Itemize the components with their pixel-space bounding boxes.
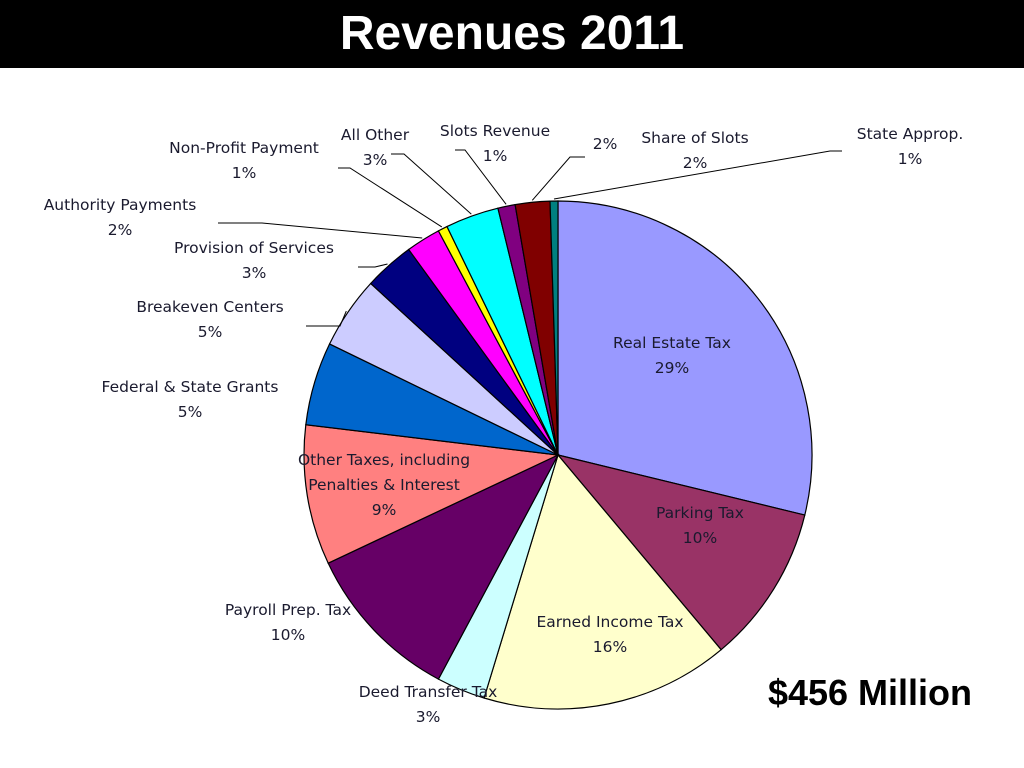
pct-label-earned-income-tax: 16% <box>593 638 627 656</box>
pct-label-all-other: 3% <box>363 151 388 169</box>
pct-label-state-approp: 1% <box>898 150 923 168</box>
total-revenue: $456 Million <box>767 672 973 713</box>
slice-earned-income-tax <box>483 453 722 710</box>
pct-label-slots-revenue: 1% <box>483 147 508 165</box>
slice-label-slots-revenue: Slots Revenue <box>440 122 550 140</box>
leader-state-approp <box>553 150 842 200</box>
slice-label-non-profit-payment: Non-Profit Payment <box>169 139 319 157</box>
slice-payroll-prep-tax <box>327 453 560 680</box>
extra-pct-label: 2% <box>593 135 618 153</box>
slice-real-estate-tax <box>557 200 813 516</box>
slice-label-payroll-prep-tax: Payroll Prep. Tax <box>225 601 351 619</box>
title-bar: Revenues 2011 <box>0 0 1024 68</box>
leader-authority-payments <box>218 222 423 239</box>
pct-label-federal-state-grants: 5% <box>178 403 203 421</box>
pct-label-share-of-slots: 2% <box>683 154 708 172</box>
chart-title: Revenues 2011 <box>339 7 685 60</box>
pct-label-real-estate-tax: 29% <box>655 359 689 377</box>
leader-non-profit-payment <box>338 167 443 228</box>
pct-label-authority-payments: 2% <box>108 221 133 239</box>
leader-share-of-slots <box>531 156 585 201</box>
leader-lines <box>218 149 842 327</box>
slice-label-provision-of-services: Provision of Services <box>174 239 334 257</box>
pct-label-deed-transfer-tax: 3% <box>416 708 441 726</box>
slice-label-breakeven-centers: Breakeven Centers <box>136 298 283 316</box>
slice-label-federal-state-grants: Federal & State Grants <box>102 378 279 396</box>
leader-breakeven-centers <box>306 310 347 327</box>
pct-label-payroll-prep-tax: 10% <box>271 626 305 644</box>
leader-all-other <box>391 153 472 215</box>
pct-label-provision-of-services: 3% <box>242 264 267 282</box>
leader-slots-revenue <box>455 149 507 205</box>
pct-label-breakeven-centers: 5% <box>198 323 223 341</box>
slice-other-taxes-including-penalties-interest <box>303 424 561 564</box>
pct-label-non-profit-payment: 1% <box>232 164 257 182</box>
pct-label-parking-tax: 10% <box>683 529 717 547</box>
slice-label-other-taxes-including-penalties-interest: Penalties & Interest <box>308 476 460 494</box>
pie-slices <box>303 200 813 710</box>
slice-label-deed-transfer-tax: Deed Transfer Tax <box>359 683 498 701</box>
slice-label-real-estate-tax: Real Estate Tax <box>613 334 731 352</box>
pct-label-other-taxes-including-penalties-interest: 9% <box>372 501 397 519</box>
slice-labels: Real Estate Tax 29% Parking Tax 10% Earned I… <box>44 122 964 726</box>
slice-parking-tax <box>556 453 806 651</box>
slice-label-authority-payments: Authority Payments <box>44 196 197 214</box>
slice-label-other-taxes-including-penalties-interest: Other Taxes, including <box>298 451 470 469</box>
slice-label-state-approp: State Approp. <box>857 125 964 143</box>
slice-label-all-other: All Other <box>341 126 410 144</box>
slice-label-parking-tax: Parking Tax <box>656 504 744 522</box>
leader-provision-of-services <box>358 263 388 268</box>
slice-label-share-of-slots: Share of Slots <box>641 129 748 147</box>
slice-label-earned-income-tax: Earned Income Tax <box>536 613 683 631</box>
slice-state-approp <box>549 200 559 456</box>
